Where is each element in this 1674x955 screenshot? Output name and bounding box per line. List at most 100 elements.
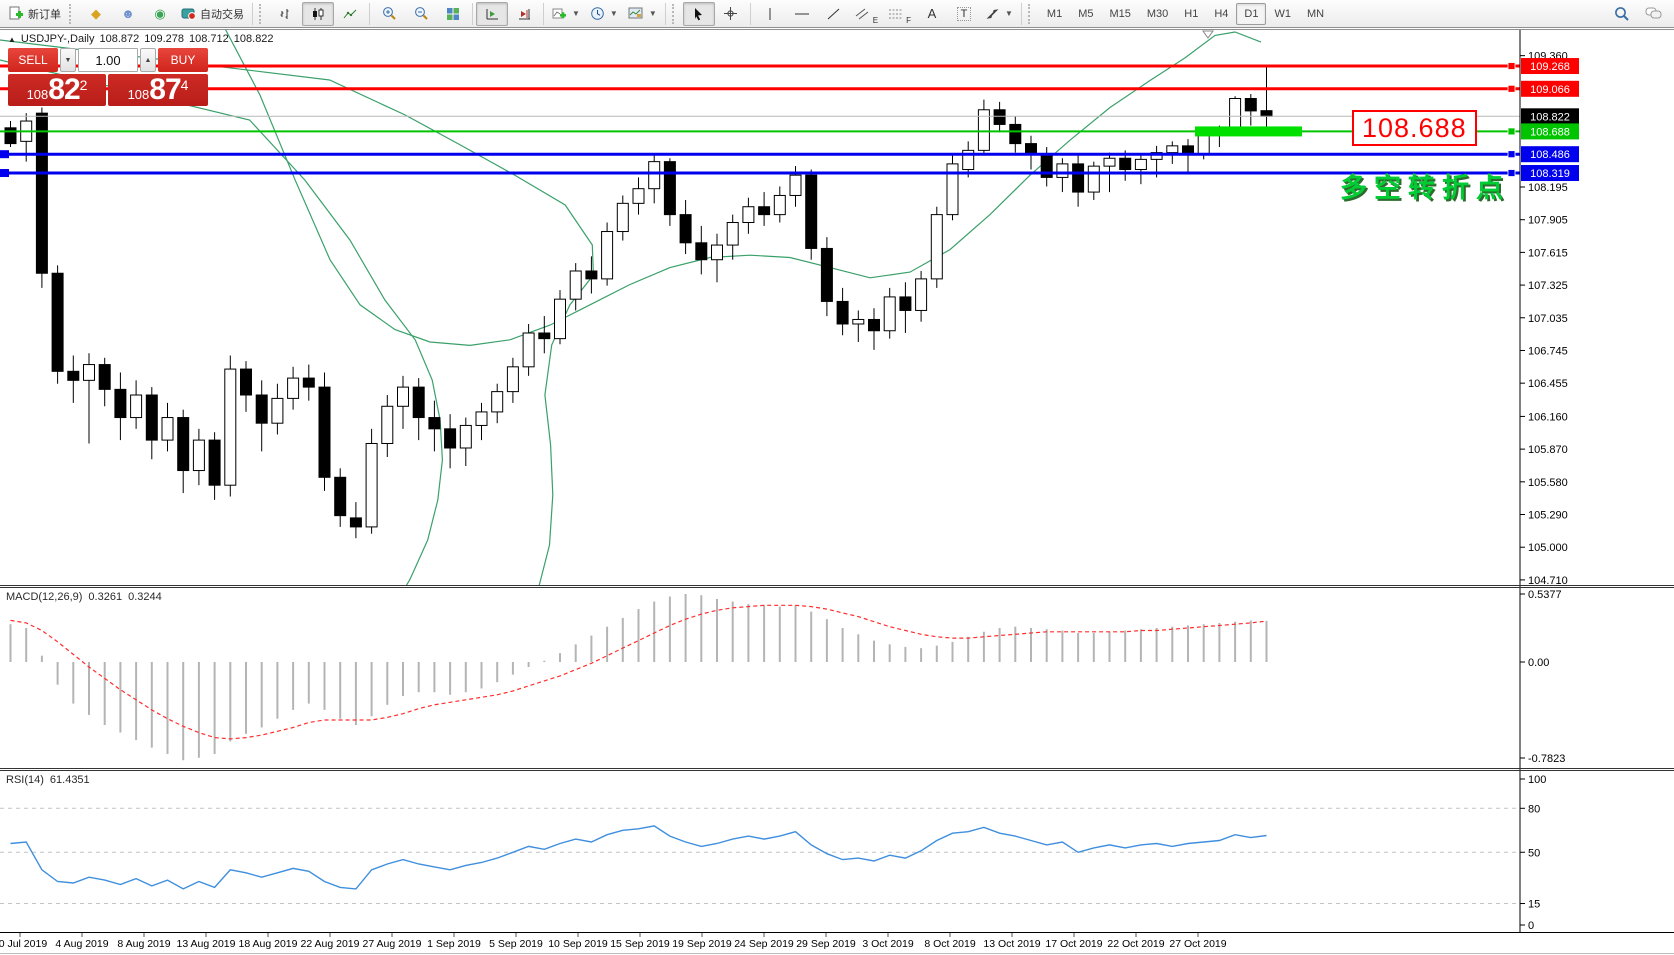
candle xyxy=(51,272,64,372)
highlight-bar[interactable] xyxy=(1195,126,1302,137)
timeframe-w1[interactable]: W1 xyxy=(1274,7,1291,20)
templates-button[interactable]: ▼ xyxy=(623,2,662,26)
turning-point-annotation[interactable]: 多空转折点 xyxy=(1340,173,1510,203)
new-order-button[interactable]: 新订单 xyxy=(4,2,66,26)
fibonacci-icon xyxy=(889,9,903,18)
volume-decrease-button[interactable]: ▼ xyxy=(60,48,76,72)
buy-price-block[interactable]: 108 87 4 xyxy=(108,74,208,106)
timeframe-m1[interactable]: M1 xyxy=(1046,7,1063,20)
periods-button[interactable]: ▼ xyxy=(585,2,623,26)
ohlc-low: 108.712 xyxy=(189,33,229,45)
search-button[interactable] xyxy=(1606,2,1638,26)
candle xyxy=(287,377,300,399)
bar-chart-button[interactable] xyxy=(270,2,302,26)
signals-button[interactable]: ◉ xyxy=(144,2,176,26)
equidistant-channel-button[interactable]: E xyxy=(850,2,883,26)
price-level-callout[interactable]: 108.688 xyxy=(1352,110,1477,146)
candle xyxy=(1134,158,1147,171)
price-tag-109.268 xyxy=(1521,58,1579,75)
text-button[interactable]: A xyxy=(916,2,948,26)
candle xyxy=(114,388,127,419)
svg-text:106.455: 106.455 xyxy=(1528,378,1568,390)
candlestick-chart-button[interactable] xyxy=(302,1,334,26)
volume-input[interactable] xyxy=(78,48,138,72)
fibonacci-button[interactable]: F xyxy=(883,2,916,26)
text-label-icon: T xyxy=(956,6,972,21)
candle xyxy=(805,174,818,249)
timeframe-h4[interactable]: H4 xyxy=(1214,7,1229,20)
candle xyxy=(98,364,111,390)
chart-shift-button[interactable] xyxy=(508,2,540,26)
zoom-out-button[interactable] xyxy=(405,2,437,26)
timeframe-m15[interactable]: M15 xyxy=(1109,7,1131,20)
market-watch-button[interactable]: ◆ xyxy=(80,2,112,26)
sell-price-block[interactable]: 108 82 2 xyxy=(8,74,106,106)
date-label: 22 Aug 2019 xyxy=(301,938,360,950)
line-chart-button[interactable] xyxy=(334,2,366,26)
indicators-icon xyxy=(552,8,566,18)
candle xyxy=(601,231,614,280)
candle xyxy=(868,318,880,332)
zoom-out-icon xyxy=(414,7,428,20)
date-label: 19 Sep 2019 xyxy=(672,938,732,950)
candle xyxy=(789,174,802,196)
chat-button[interactable] xyxy=(1638,2,1670,26)
bollinger-upper xyxy=(225,30,1262,347)
candle xyxy=(334,476,347,517)
svg-text:108.822: 108.822 xyxy=(1530,111,1570,123)
timeframe-m5[interactable]: M5 xyxy=(1078,7,1094,20)
collapse-icon[interactable]: ▲ xyxy=(8,34,16,44)
candle xyxy=(569,270,582,300)
ohlc-high: 109.278 xyxy=(144,33,185,45)
sell-price-prefix: 108 xyxy=(26,87,49,102)
candle xyxy=(1119,157,1132,171)
diamond-icon: ◆ xyxy=(91,6,101,21)
price-tag-108.822 xyxy=(1521,108,1579,125)
svg-text:-0.7823: -0.7823 xyxy=(1528,753,1565,765)
candle xyxy=(192,439,205,472)
horizontal-line-button[interactable] xyxy=(786,2,818,26)
sell-button[interactable]: SELL xyxy=(8,48,58,72)
candle xyxy=(1103,157,1116,167)
timeframe-h1[interactable]: H1 xyxy=(1184,7,1199,20)
profiles-button[interactable]: ☻ xyxy=(112,2,144,26)
auto-trading-button[interactable]: 自动交易 xyxy=(176,2,249,26)
volume-increase-button[interactable]: ▲ xyxy=(140,48,156,72)
arrows-icon xyxy=(986,8,999,19)
new-order-label: 新订单 xyxy=(28,8,61,21)
auto-scroll-button[interactable] xyxy=(476,1,508,26)
svg-text:106.745: 106.745 xyxy=(1528,345,1568,357)
svg-text:108.195: 108.195 xyxy=(1528,182,1568,194)
date-label: 18 Aug 2019 xyxy=(239,938,298,950)
auto-scroll-icon xyxy=(486,8,498,19)
text-label-button[interactable]: T xyxy=(948,2,980,26)
symbol-header: ▲ USDJPY-,Daily 108.872 109.278 108.712 … xyxy=(8,33,274,45)
timeframe-m30[interactable]: M30 xyxy=(1146,7,1169,20)
candle xyxy=(1197,134,1210,156)
candle xyxy=(4,127,17,145)
buy-button[interactable]: BUY xyxy=(158,48,208,72)
candle xyxy=(177,417,190,472)
vertical-line-button[interactable] xyxy=(754,2,786,26)
date-label: 22 Oct 2019 xyxy=(1107,938,1164,950)
timeframe-mn[interactable]: MN xyxy=(1306,7,1325,20)
tile-windows-button[interactable] xyxy=(437,2,469,26)
svg-text:105.580: 105.580 xyxy=(1528,477,1568,489)
candle xyxy=(506,366,519,393)
zoom-in-button[interactable] xyxy=(373,2,405,26)
candle xyxy=(145,394,158,441)
tile-windows-icon xyxy=(447,7,459,20)
candle xyxy=(130,394,143,419)
candle xyxy=(899,296,912,311)
indicators-button[interactable]: ▼ xyxy=(547,2,585,26)
date-label: 15 Sep 2019 xyxy=(610,938,670,950)
candle xyxy=(852,318,865,325)
cursor-button[interactable] xyxy=(682,1,715,26)
candle xyxy=(711,244,723,261)
trendline-button[interactable] xyxy=(818,2,850,26)
timeframe-d1[interactable]: D1 xyxy=(1236,2,1267,25)
crosshair-button[interactable] xyxy=(715,2,747,26)
channel-letter: E xyxy=(872,15,879,25)
arrows-button[interactable]: ▼ xyxy=(980,2,1018,26)
